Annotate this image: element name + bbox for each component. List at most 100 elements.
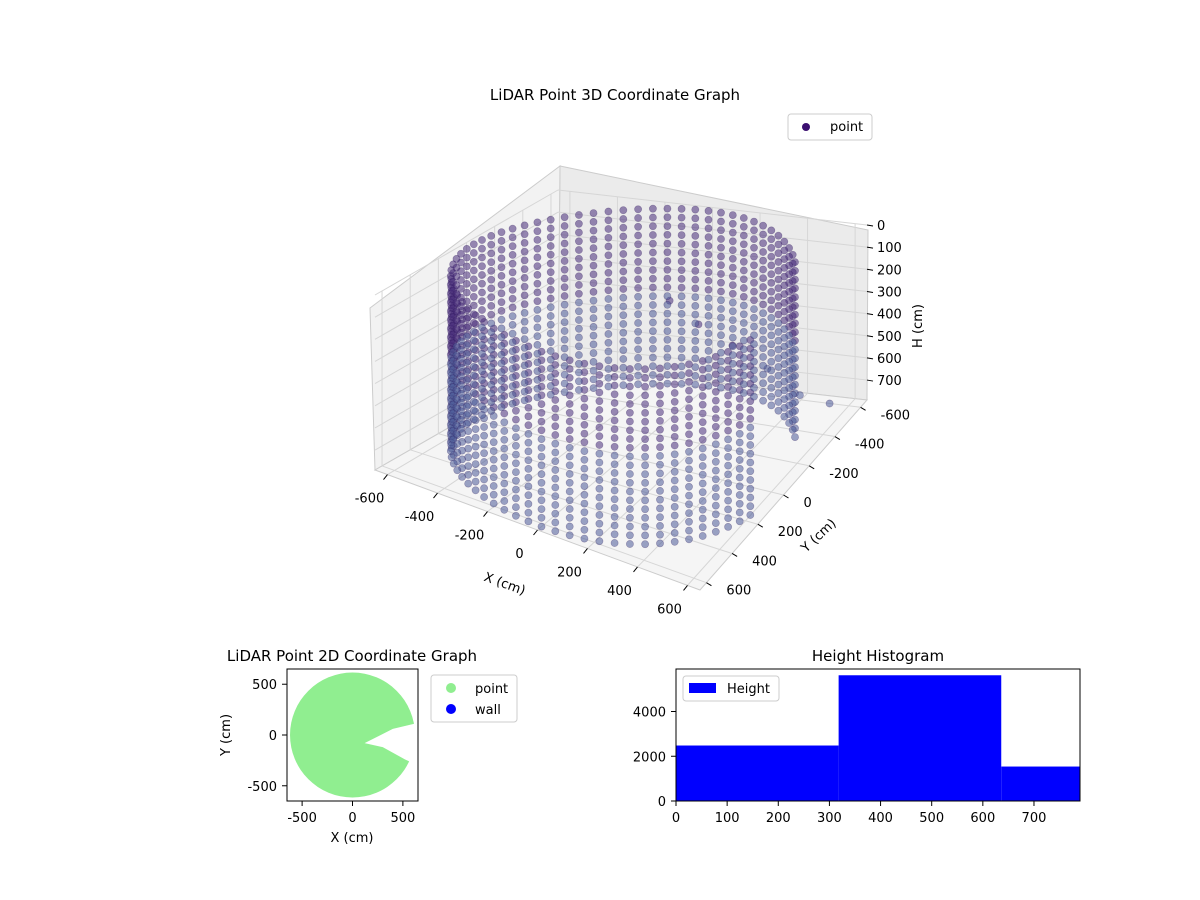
data-point (580, 490, 589, 499)
data-point (469, 257, 478, 266)
data-point (626, 391, 634, 400)
data-point (487, 380, 496, 389)
data-point (767, 270, 776, 279)
x-tick-label: 400 (607, 584, 632, 599)
x-tick-mark (433, 492, 438, 499)
data-point (489, 447, 498, 455)
data-point (471, 433, 480, 442)
data-point (575, 289, 583, 298)
legend-hist-swatch (689, 683, 716, 693)
data-point (537, 470, 546, 478)
data-point (595, 519, 604, 528)
data-point (575, 211, 583, 219)
data-point (610, 469, 619, 477)
data-point (457, 407, 465, 416)
data-point (663, 370, 672, 379)
legend-2d: point wall (430, 674, 518, 723)
data-point (520, 335, 529, 344)
data-point (546, 390, 555, 399)
data-point (739, 345, 748, 354)
data-point (508, 285, 517, 294)
data-point (626, 426, 634, 435)
open-sector-gap (364, 722, 418, 766)
data-point (691, 380, 700, 389)
data-point (634, 354, 642, 362)
data-point (457, 311, 465, 319)
data-point (711, 466, 720, 475)
y-tick-label: 200 (778, 525, 803, 540)
data-point (670, 389, 679, 397)
x-tick-mark (483, 511, 488, 517)
data-point (759, 370, 767, 379)
data-point (471, 468, 480, 477)
data-point (457, 293, 465, 302)
data-point (508, 390, 517, 399)
x-tick-label: 0 (515, 547, 523, 562)
legend-3d-marker (802, 123, 810, 131)
data-point (546, 259, 555, 268)
x-tick-label: 100 (715, 811, 740, 826)
data-point (595, 379, 604, 388)
data-point (512, 433, 520, 441)
data-point (774, 336, 783, 345)
data-point (656, 451, 664, 460)
data-point (524, 438, 533, 447)
data-point (677, 327, 686, 336)
data-point (685, 456, 693, 465)
data-point (649, 336, 657, 344)
data-point (537, 452, 546, 461)
data-point (735, 447, 744, 456)
data-point (520, 273, 529, 282)
data-point (728, 351, 737, 359)
data-point (663, 213, 672, 222)
data-point (533, 227, 542, 236)
data-point (533, 244, 542, 253)
data-point (500, 435, 509, 444)
y-tick-mark (834, 436, 841, 440)
data-point (595, 414, 604, 423)
data-point (634, 249, 642, 257)
data-point (750, 217, 758, 226)
data-point (575, 342, 583, 351)
x-axis-label-2d: X (cm) (331, 831, 374, 846)
data-point (487, 354, 496, 363)
data-point (739, 327, 748, 336)
data-point (551, 501, 560, 509)
data-point (604, 338, 613, 347)
data-point (670, 459, 679, 467)
data-point (663, 204, 672, 213)
data-point (520, 387, 529, 396)
data-point (551, 396, 560, 404)
y-tick-label: 0 (269, 729, 277, 744)
data-point (656, 408, 664, 417)
data-point (604, 260, 613, 268)
data-point (619, 258, 628, 267)
data-point (774, 275, 783, 284)
data-point (711, 361, 720, 370)
data-point (508, 338, 517, 347)
z-tick-label: 400 (877, 308, 902, 323)
data-point (724, 444, 732, 452)
x-tick-label: 0 (672, 811, 680, 826)
data-point (759, 291, 767, 300)
data-point (626, 487, 634, 496)
data-point (780, 237, 789, 246)
data-point (649, 248, 657, 257)
data-point (724, 470, 732, 479)
data-point (471, 451, 480, 460)
data-point (677, 336, 686, 344)
data-point (759, 318, 767, 326)
data-point (489, 455, 498, 464)
data-point (497, 245, 506, 254)
data-point (670, 371, 679, 380)
z-tick-label: 700 (877, 374, 902, 389)
data-point (546, 364, 555, 373)
data-point (728, 377, 737, 386)
data-point (704, 346, 713, 355)
data-point (728, 368, 737, 377)
data-point (691, 275, 700, 284)
data-point (663, 248, 672, 257)
y-tick-mark (783, 494, 789, 499)
data-point (663, 353, 672, 362)
z-tick-label: 0 (877, 219, 885, 234)
